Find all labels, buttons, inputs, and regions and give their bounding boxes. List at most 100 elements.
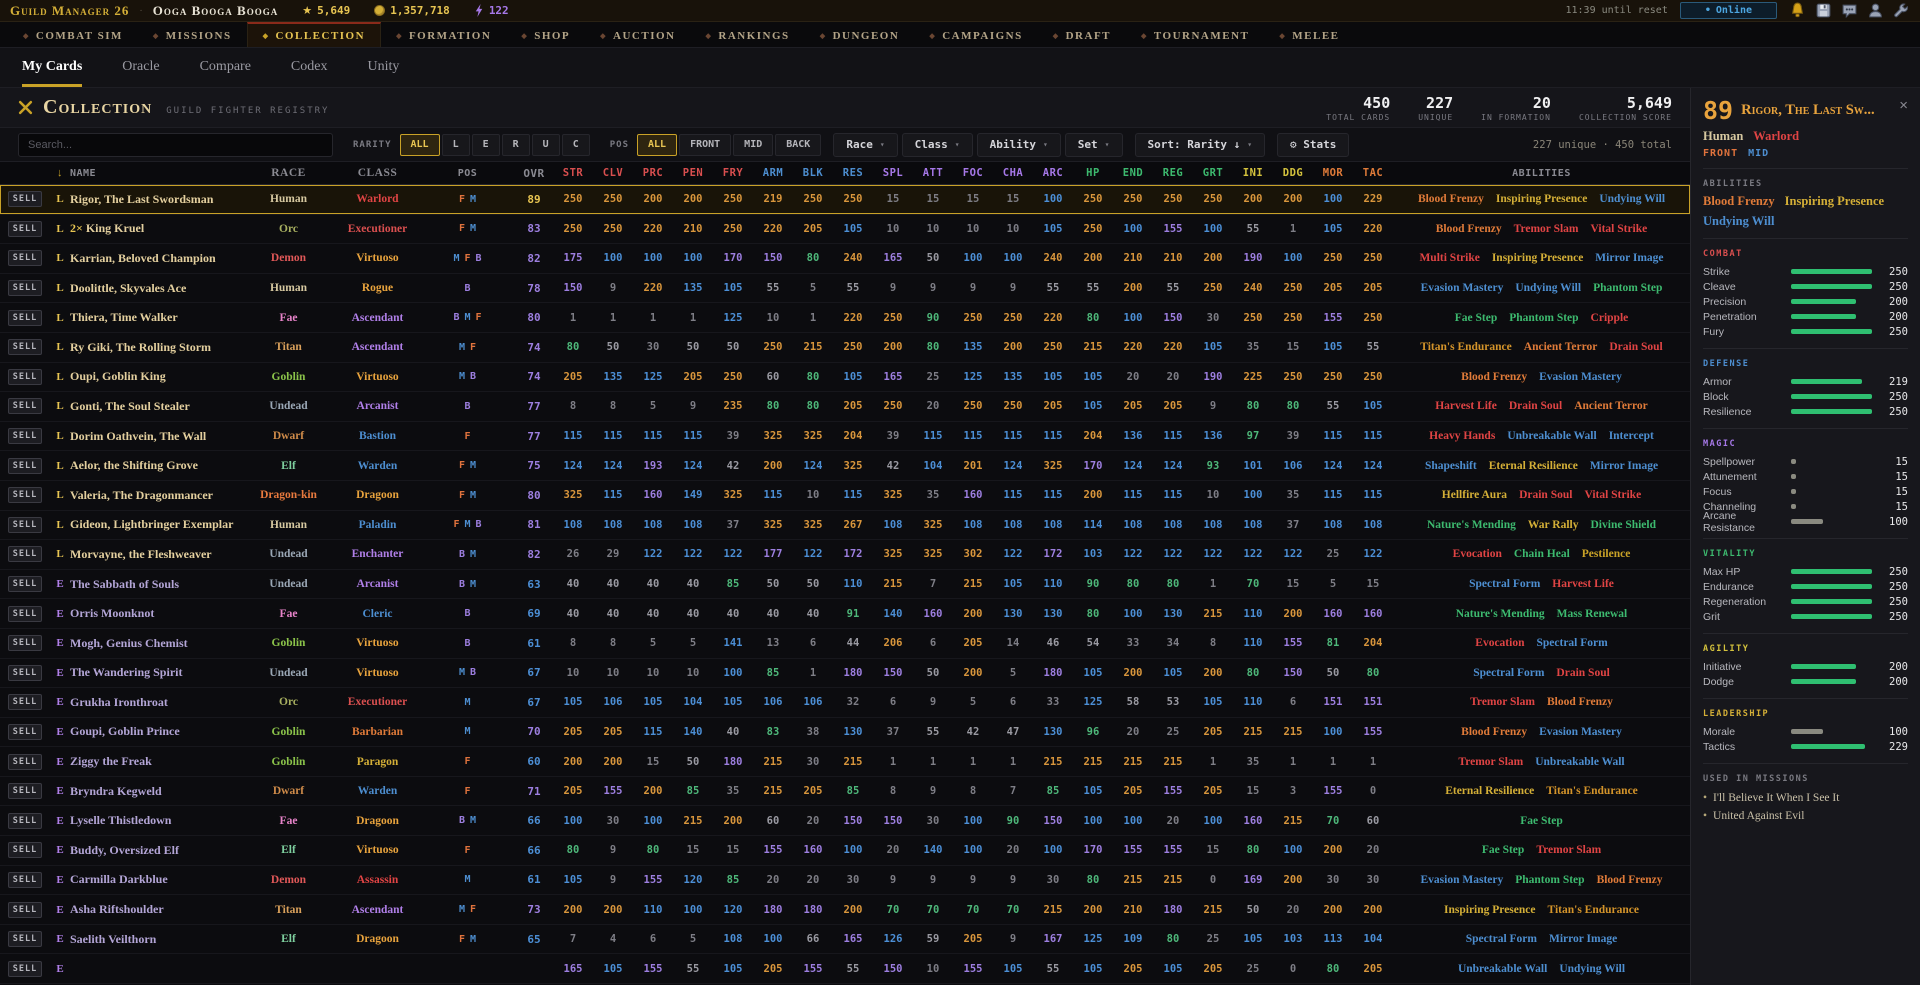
table-row[interactable]: SELL E The Sabbath of Souls Undead Arcanist B… bbox=[0, 570, 1690, 600]
nav-item-rankings[interactable]: ◆ RANKINGS bbox=[691, 22, 805, 47]
sell-button[interactable]: SELL bbox=[8, 487, 42, 504]
sell-button[interactable]: SELL bbox=[8, 723, 42, 740]
column-header-att[interactable]: ATT bbox=[922, 167, 944, 179]
bell-icon[interactable] bbox=[1789, 2, 1806, 19]
column-header-prc[interactable]: PRC bbox=[642, 167, 664, 179]
search-input[interactable] bbox=[18, 132, 333, 157]
pos-filter-back[interactable]: BACK bbox=[775, 133, 822, 156]
nav-item-tournament[interactable]: ◆ TOURNAMENT bbox=[1126, 22, 1264, 47]
table-row[interactable]: SELL E Bryndra Kegweld Dwarf Warden F 71 205 155… bbox=[0, 777, 1690, 807]
column-header-clv[interactable]: CLV bbox=[602, 167, 624, 179]
rarity-filter-u[interactable]: U bbox=[531, 133, 560, 156]
sell-button[interactable]: SELL bbox=[8, 664, 42, 681]
close-icon[interactable]: × bbox=[1899, 97, 1908, 114]
sell-button[interactable]: SELL bbox=[8, 605, 42, 622]
table-row[interactable]: SELL E Ziggy the Freak Goblin Paragon F 60 200 2… bbox=[0, 747, 1690, 777]
table-row[interactable]: SELL L Gideon, Lightbringer Exemplar Human P… bbox=[0, 511, 1690, 541]
tab-compare[interactable]: Compare bbox=[199, 59, 251, 74]
rarity-filter-l[interactable]: L bbox=[441, 133, 470, 156]
nav-item-dungeon[interactable]: ◆ DUNGEON bbox=[805, 22, 915, 47]
sell-button[interactable]: SELL bbox=[8, 546, 42, 563]
sell-button[interactable]: SELL bbox=[8, 368, 42, 385]
sell-button[interactable]: SELL bbox=[8, 694, 42, 711]
stats-toggle-button[interactable]: ⚙ Stats bbox=[1277, 132, 1350, 157]
nav-item-shop[interactable]: ◆ SHOP bbox=[506, 22, 585, 47]
sell-button[interactable]: SELL bbox=[8, 516, 42, 533]
table-row[interactable]: SELL E Carmilla Darkblue Demon Assassin M 61 10… bbox=[0, 866, 1690, 896]
table-row[interactable]: SELL L Karrian, Beloved Champion Demon Virtu… bbox=[0, 244, 1690, 274]
sell-button[interactable]: SELL bbox=[8, 339, 42, 356]
rarity-filter-all[interactable]: ALL bbox=[399, 133, 440, 156]
column-header-hp[interactable]: HP bbox=[1086, 167, 1100, 179]
table-row[interactable]: SELL L Oupi, Goblin King Goblin Virtuoso M B 74… bbox=[0, 363, 1690, 393]
wrench-icon[interactable] bbox=[1893, 2, 1910, 19]
race-dropdown[interactable]: Race ▾ bbox=[833, 132, 898, 157]
table-row[interactable]: SELL L Gonti, The Soul Stealer Undead Arcani… bbox=[0, 392, 1690, 422]
column-header-tac[interactable]: TAC bbox=[1362, 167, 1384, 179]
nav-item-melee[interactable]: ◆ MELEE bbox=[1264, 22, 1354, 47]
pos-filter-front[interactable]: FRONT bbox=[679, 133, 732, 156]
class-dropdown[interactable]: Class ▾ bbox=[901, 132, 973, 157]
table-row[interactable]: SELL E 165 105 155 55 105 205 155 55 150 10 155 105 55… bbox=[0, 954, 1690, 985]
sell-button[interactable]: SELL bbox=[8, 576, 42, 593]
table-row[interactable]: SELL L Aelor, the Shifting Grove Elf Warden F… bbox=[0, 451, 1690, 481]
profile-icon[interactable] bbox=[1867, 2, 1884, 19]
sell-button[interactable]: SELL bbox=[8, 309, 42, 326]
save-icon[interactable] bbox=[1815, 2, 1832, 19]
nav-item-formation[interactable]: ◆ FORMATION bbox=[381, 22, 506, 47]
sell-button[interactable]: SELL bbox=[8, 812, 42, 829]
table-row[interactable]: SELL L Thiera, Time Walker Fae Ascendant B M F 8… bbox=[0, 303, 1690, 333]
set-dropdown[interactable]: Set ▾ bbox=[1064, 132, 1123, 157]
sell-button[interactable]: SELL bbox=[8, 753, 42, 770]
nav-item-auction[interactable]: ◆ AUCTION bbox=[585, 22, 690, 47]
chat-icon[interactable] bbox=[1841, 2, 1858, 19]
table-row[interactable]: SELL E Asha Riftshoulder Titan Ascendant M F 73… bbox=[0, 895, 1690, 925]
pos-filter-all[interactable]: ALL bbox=[637, 133, 678, 156]
ability-dropdown[interactable]: Ability ▾ bbox=[976, 132, 1061, 157]
column-header-foc[interactable]: FOC bbox=[962, 167, 984, 179]
sell-button[interactable]: SELL bbox=[8, 960, 42, 977]
sell-button[interactable]: SELL bbox=[8, 220, 42, 237]
column-header-arc[interactable]: ARC bbox=[1042, 167, 1064, 179]
online-button[interactable]: • Online bbox=[1679, 2, 1777, 19]
column-header-spl[interactable]: SPL bbox=[882, 167, 904, 179]
column-header-blk[interactable]: BLK bbox=[802, 167, 824, 179]
sort-indicator-icon[interactable]: ↓ bbox=[57, 167, 63, 179]
rarity-filter-r[interactable]: R bbox=[501, 133, 530, 156]
table-row[interactable]: SELL L Morvayne, the Fleshweaver Undead Ench… bbox=[0, 540, 1690, 570]
column-header-pen[interactable]: PEN bbox=[682, 167, 704, 179]
table-row[interactable]: SELL E Lyselle Thistledown Fae Dragoon B M 66 10… bbox=[0, 806, 1690, 837]
pos-filter-mid[interactable]: MID bbox=[733, 133, 774, 156]
column-header-mor[interactable]: MOR bbox=[1322, 167, 1344, 179]
sell-button[interactable]: SELL bbox=[8, 871, 42, 888]
column-header-cha[interactable]: CHA bbox=[1002, 167, 1024, 179]
table-row[interactable]: SELL E Goupi, Goblin Prince Goblin Barbarian… bbox=[0, 718, 1690, 748]
tab-my-cards[interactable]: My Cards bbox=[22, 48, 83, 87]
sell-button[interactable]: SELL bbox=[8, 901, 42, 918]
column-header-class[interactable]: CLASS bbox=[357, 167, 398, 179]
tab-oracle[interactable]: Oracle bbox=[122, 59, 160, 74]
table-row[interactable]: SELL E Orris Moonknot Fae Cleric B 69 40 40 40 40 4… bbox=[0, 599, 1690, 629]
tab-unity[interactable]: Unity bbox=[367, 59, 400, 74]
column-header-arm[interactable]: ARM bbox=[762, 167, 784, 179]
column-header-end[interactable]: END bbox=[1122, 167, 1144, 179]
nav-item-draft[interactable]: ◆ DRAFT bbox=[1038, 22, 1126, 47]
column-header-ddg[interactable]: DDG bbox=[1282, 167, 1304, 179]
table-row[interactable]: SELL E Mogh, Genius Chemist Goblin Virtuoso B… bbox=[0, 629, 1690, 659]
column-header-name[interactable]: NAME bbox=[70, 167, 97, 179]
column-header-res[interactable]: RES bbox=[842, 167, 864, 179]
table-row[interactable]: SELL E Saelith Veilthorn Elf Dragoon F M 65 7 4 6 5… bbox=[0, 925, 1690, 955]
sell-button[interactable]: SELL bbox=[8, 398, 42, 415]
sell-button[interactable]: SELL bbox=[8, 635, 42, 652]
column-header-grt[interactable]: GRT bbox=[1202, 167, 1224, 179]
sell-button[interactable]: SELL bbox=[8, 280, 42, 297]
nav-item-missions[interactable]: ◆ MISSIONS bbox=[138, 22, 247, 47]
sort-dropdown[interactable]: Sort: Rarity ↓ ▾ bbox=[1134, 132, 1266, 157]
sell-button[interactable]: SELL bbox=[8, 783, 42, 800]
column-header-reg[interactable]: REG bbox=[1162, 167, 1184, 179]
nav-item-combat-sim[interactable]: ◆ COMBAT SIM bbox=[8, 22, 138, 47]
table-row[interactable]: SELL L Rigor, The Last Swordsman Human Warlo… bbox=[0, 185, 1690, 215]
rarity-filter-c[interactable]: C bbox=[561, 133, 590, 156]
table-row[interactable]: SELL L Valeria, The Dragonmancer Dragon-kin… bbox=[0, 481, 1690, 511]
table-row[interactable]: SELL E Grukha Ironthroat Orc Executioner M 67 1… bbox=[0, 688, 1690, 718]
